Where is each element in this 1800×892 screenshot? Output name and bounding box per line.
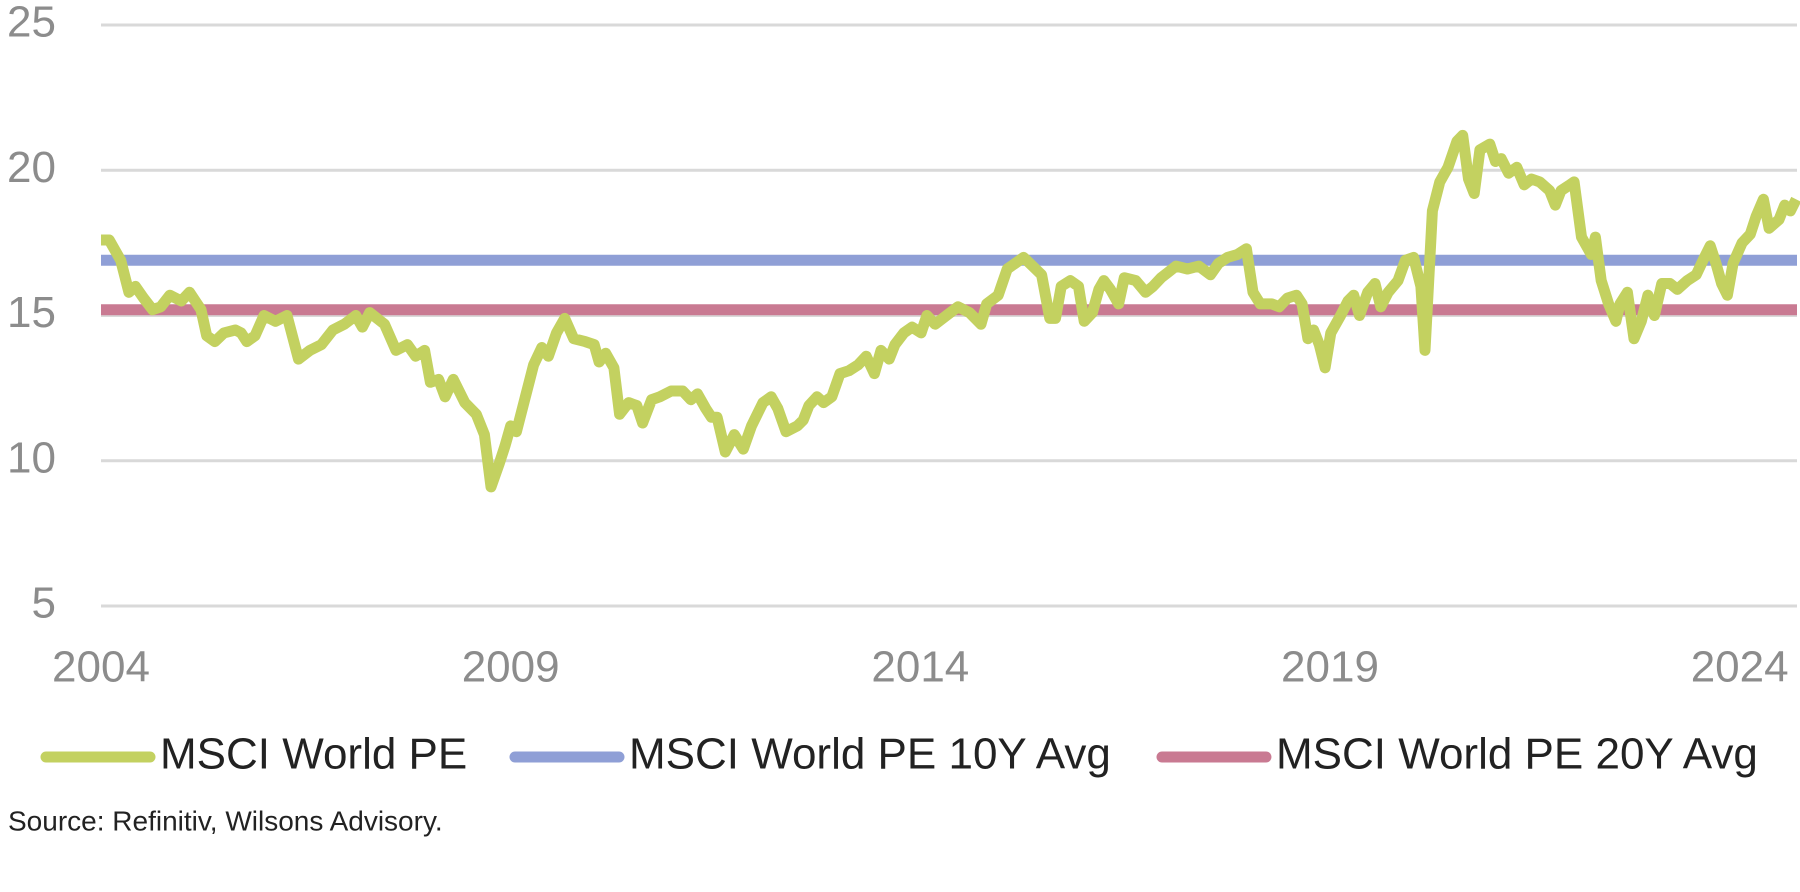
legend-label: MSCI World PE 10Y Avg	[629, 730, 1111, 779]
y-tick-label: 10	[7, 433, 56, 482]
y-tick-label: 5	[32, 579, 56, 628]
line-series	[101, 129, 1800, 493]
source-note: Source: Refinitiv, Wilsons Advisory.	[8, 805, 443, 836]
x-tick-label: 2024	[1691, 643, 1789, 692]
y-tick-label: 25	[7, 0, 56, 47]
x-tick-label: 2019	[1281, 643, 1379, 692]
x-tick-label: 2009	[462, 643, 560, 692]
x-tick-label: 2014	[871, 643, 969, 692]
y-tick-label: 20	[7, 143, 56, 192]
x-tick-label: 2004	[52, 643, 150, 692]
y-tick-label: 15	[7, 288, 56, 337]
legend-label: MSCI World PE 20Y Avg	[1276, 730, 1758, 779]
legend-label: MSCI World PE	[160, 730, 467, 779]
